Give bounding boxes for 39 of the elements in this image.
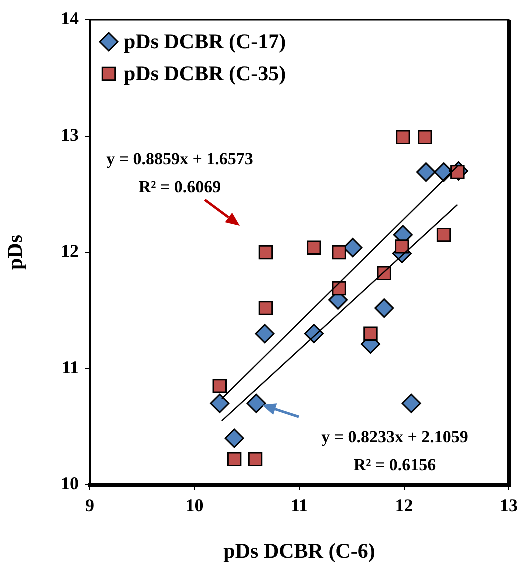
- annotation: R² = 0.6069: [138, 177, 222, 196]
- x-tick-label: 11: [290, 495, 308, 516]
- point: [364, 326, 378, 341]
- point: [227, 452, 242, 467]
- y-tick-label: 10: [61, 474, 79, 494]
- x-tick-label: 13: [500, 495, 518, 516]
- x-tick-label: 9: [86, 495, 94, 516]
- legend-label: pDs DCBR (C-35): [124, 61, 286, 86]
- x-tick-label: 10: [186, 495, 204, 516]
- point: [332, 281, 346, 296]
- point: [396, 130, 410, 145]
- x-tick-label: 12: [395, 495, 414, 516]
- annotation: y = 0.8859x + 1.6573: [106, 149, 254, 168]
- point: [212, 379, 228, 394]
- y-tick-label: 12: [61, 241, 79, 262]
- point: [402, 394, 422, 414]
- point: [255, 324, 275, 344]
- annotation: y = 0.8233x + 2.1059: [322, 427, 468, 446]
- y-tick-label: 13: [61, 124, 79, 145]
- point: [416, 162, 436, 182]
- y-axis-title: pDs: [3, 234, 28, 270]
- point: [332, 245, 346, 260]
- annotation: R² = 0.6156: [354, 455, 436, 474]
- y-tick-label: 11: [62, 357, 79, 378]
- point: [258, 245, 274, 260]
- point: [210, 394, 230, 414]
- y-tick-label: 14: [61, 8, 79, 29]
- point: [224, 428, 244, 448]
- point: [307, 240, 322, 255]
- point: [258, 301, 274, 316]
- point: [248, 452, 263, 467]
- point: [395, 240, 410, 254]
- legend-label: pDs DCBR (C-17): [124, 29, 286, 54]
- point: [436, 228, 452, 242]
- x-axis-title: pDs DCBR (C-6): [224, 538, 376, 563]
- point: [343, 238, 363, 258]
- point: [246, 394, 266, 414]
- point: [418, 130, 432, 145]
- point: [374, 298, 394, 318]
